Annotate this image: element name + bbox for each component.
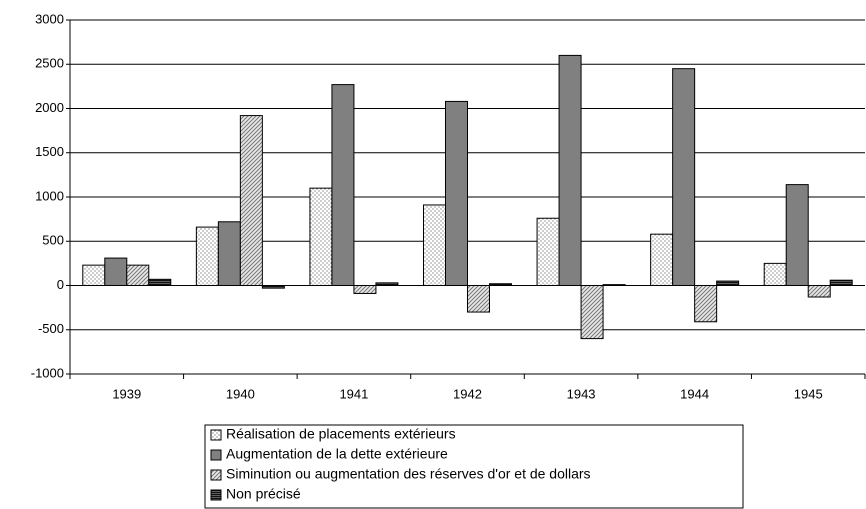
y-tick-label: 500 [42, 233, 64, 248]
legend-key [210, 469, 222, 481]
bar [785, 184, 809, 286]
bar [217, 221, 241, 286]
y-tick-label: -1000 [31, 365, 64, 380]
bar [602, 284, 626, 286]
y-tick-label: 2500 [35, 56, 64, 71]
bar [558, 54, 582, 287]
bar [829, 279, 853, 287]
bar [445, 100, 468, 286]
legend-key [210, 429, 222, 441]
bar [694, 285, 718, 323]
legend-label: Non précisé [226, 486, 301, 502]
y-tick-label: 2000 [35, 100, 64, 115]
bar [126, 264, 150, 286]
bar [261, 285, 285, 289]
bar [580, 285, 604, 340]
legend-box [204, 424, 744, 509]
bar [423, 204, 446, 286]
bar [195, 226, 219, 286]
bar [375, 282, 399, 287]
y-tick-label: 1500 [35, 144, 64, 159]
y-tick-label: -500 [38, 321, 64, 336]
legend-key [210, 489, 222, 501]
bar [489, 283, 512, 287]
legend-label: Réalisation de placements extérieurs [226, 426, 456, 442]
bar [467, 285, 490, 313]
bar [763, 262, 787, 286]
bar [239, 115, 263, 286]
legend-key [210, 449, 222, 461]
legend-label: Siminution ou augmentation des réserves … [226, 466, 591, 482]
x-tick-label: 1942 [453, 386, 482, 401]
bar [807, 285, 831, 298]
bar [104, 257, 128, 287]
x-tick-label: 1944 [680, 386, 709, 401]
x-tick-label: 1941 [339, 386, 368, 401]
y-tick-label: 1000 [35, 188, 64, 203]
bar [650, 233, 674, 286]
legend-label: Augmentation de la dette extérieure [226, 446, 448, 462]
bar [672, 68, 696, 286]
bar [716, 280, 740, 287]
y-tick-label: 3000 [35, 11, 64, 26]
x-tick-label: 1939 [112, 386, 141, 401]
bar [353, 285, 377, 294]
bar [148, 278, 172, 286]
y-tick-label: 0 [57, 277, 64, 292]
bar [536, 217, 560, 287]
bar [309, 187, 333, 286]
x-tick-label: 1945 [794, 386, 823, 401]
bar [331, 84, 355, 287]
bar [82, 264, 106, 286]
x-tick-label: 1940 [226, 386, 255, 401]
x-tick-label: 1943 [567, 386, 596, 401]
